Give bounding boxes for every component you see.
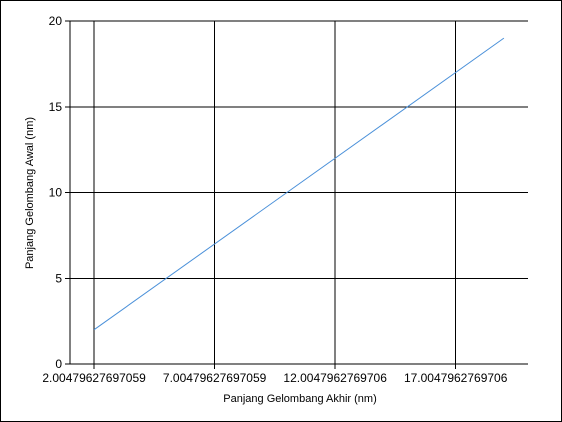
axis-ticks xyxy=(65,20,457,369)
y-tick-label: 10 xyxy=(49,186,63,200)
series-line xyxy=(93,37,505,331)
x-tick-label: 17.0047962769706 xyxy=(404,371,508,385)
x-tick-labels: 2.00479627697059 7.00479627697059 12.00479… xyxy=(42,371,507,385)
y-axis-title: Panjang Gelombang Awal (nm) xyxy=(24,117,36,269)
y-tick-label: 5 xyxy=(55,271,62,285)
grid-lines xyxy=(70,20,528,364)
x-tick-label: 7.00479627697059 xyxy=(163,371,267,385)
x-axis-title: Panjang Gelombang Akhir (nm) xyxy=(223,393,376,405)
y-tick-label: 0 xyxy=(55,357,62,371)
y-tick-labels: 0 5 10 15 20 xyxy=(49,14,63,371)
x-tick-label: 2.00479627697059 xyxy=(42,371,146,385)
x-tick-label: 12.0047962769706 xyxy=(283,371,387,385)
y-tick-label: 15 xyxy=(49,100,63,114)
y-tick-label: 20 xyxy=(49,14,63,28)
series-layer xyxy=(93,37,505,331)
